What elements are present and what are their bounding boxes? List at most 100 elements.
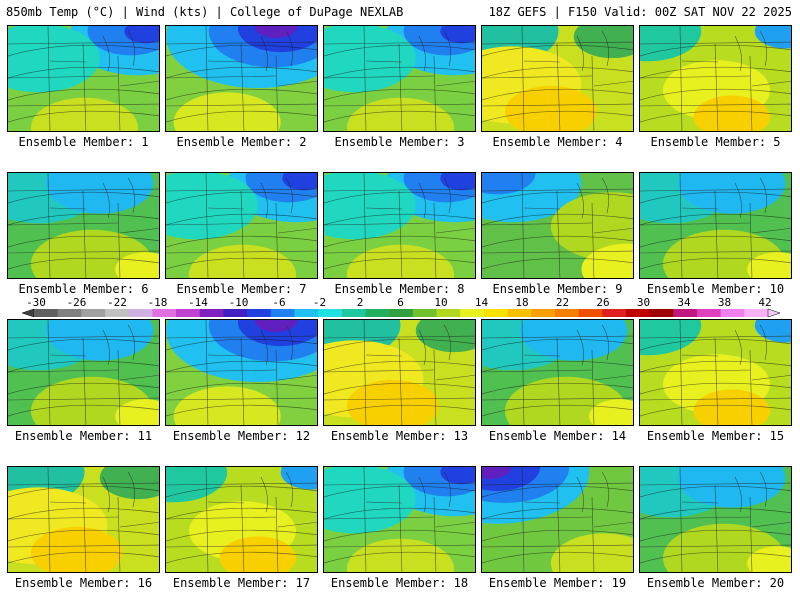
state-border [119,227,159,234]
state-border [205,173,209,278]
state-border [117,349,121,425]
state-border [482,369,593,373]
ensemble-member-label: Ensemble Member: 5 [650,135,781,149]
colorbar-tick-label: -22 [107,296,127,309]
colorbar-cell [34,309,59,317]
colorbar-tick-label: 22 [556,296,569,309]
state-border [679,320,683,425]
colorbar-cell [389,309,414,317]
ensemble-map-panel [323,319,476,426]
temperature-shading [573,26,633,59]
state-border [166,103,317,107]
state-border [102,476,110,513]
state-border [365,207,403,210]
wind-contour [482,360,633,373]
state-border [324,544,475,548]
state-border [82,337,87,425]
colorbar-cell [649,309,674,317]
state-border [679,467,683,572]
colorbar-tick-label: -10 [229,296,249,309]
ensemble-map-panel [323,172,476,279]
state-border [363,467,367,572]
state-border [8,103,159,107]
state-border [749,202,753,278]
wind-contour [482,44,633,57]
wind-contour [640,88,791,101]
state-border [734,476,742,513]
wind-contour [324,507,475,520]
colorbar-tick-label: 30 [637,296,650,309]
state-border [277,227,317,234]
state-border [482,222,593,226]
ensemble-member-label: Ensemble Member: 11 [14,429,153,443]
colorbar-cell [152,309,177,317]
state-border [324,516,435,520]
colorbar-cell [578,309,603,317]
temperature-shading [440,26,475,44]
temperature-shading [115,252,159,278]
wind-contour [640,551,791,564]
state-border [640,482,791,486]
colorbar-tick-label: -2 [313,296,326,309]
state-border [714,337,719,425]
ensemble-map-panel [639,319,792,426]
ensemble-map-panel [639,172,792,279]
state-border [363,173,367,278]
state-border [681,354,719,357]
temperature-shading [8,26,100,93]
colorbar-cell [247,309,272,317]
state-border [117,496,121,572]
temperature-shading [482,467,512,479]
state-border [418,476,426,513]
state-border [365,354,403,357]
state-border [207,501,245,504]
temperature-shading [754,320,791,343]
ensemble-map-panel [7,466,160,573]
ensemble-map-panel [639,466,792,573]
temperature-field-map [482,467,633,572]
state-border [207,354,245,357]
colorbar-cell [365,309,390,317]
state-border [8,397,159,401]
temperature-shading [324,26,416,93]
state-border [119,80,159,87]
colorbar-cell [460,309,485,317]
state-border [521,26,525,131]
state-border [435,374,475,381]
run-valid-time: 18Z GEFS | F150 Valid: 00Z SAT NOV 22 20… [488,5,792,19]
ensemble-member-label: Ensemble Member: 18 [330,576,469,590]
ensemble-map-panel [481,466,634,573]
ensemble-map-panel [7,25,160,132]
state-border [240,337,245,425]
colorbar-cell [554,309,580,317]
wind-contour [166,110,317,123]
wind-contour [8,338,159,351]
wind-contour [482,257,633,270]
wind-contour [166,529,317,542]
state-border [679,26,683,131]
wind-contour [640,191,791,204]
state-border [433,496,437,572]
temperature-field-map [166,26,317,131]
state-border [734,182,742,219]
wind-contour [8,257,159,270]
state-border [8,369,119,373]
state-border [365,501,403,504]
wind-contour [166,551,317,564]
state-border [324,335,475,339]
wind-contour [482,110,633,123]
state-border [8,41,159,45]
temperature-shading [678,467,786,508]
wind-contour [166,235,317,248]
state-border [751,521,791,528]
colorbar-tick-label: -18 [148,296,168,309]
colorbar-cell [720,309,745,317]
wind-contour [640,485,791,498]
temperature-shading [440,467,475,485]
temperature-shading [581,243,633,278]
state-border [751,374,791,381]
temperature-shading [30,97,139,131]
colorbar-cell [318,309,343,317]
colorbar-cell [602,309,627,317]
temperature-shading [346,538,455,572]
